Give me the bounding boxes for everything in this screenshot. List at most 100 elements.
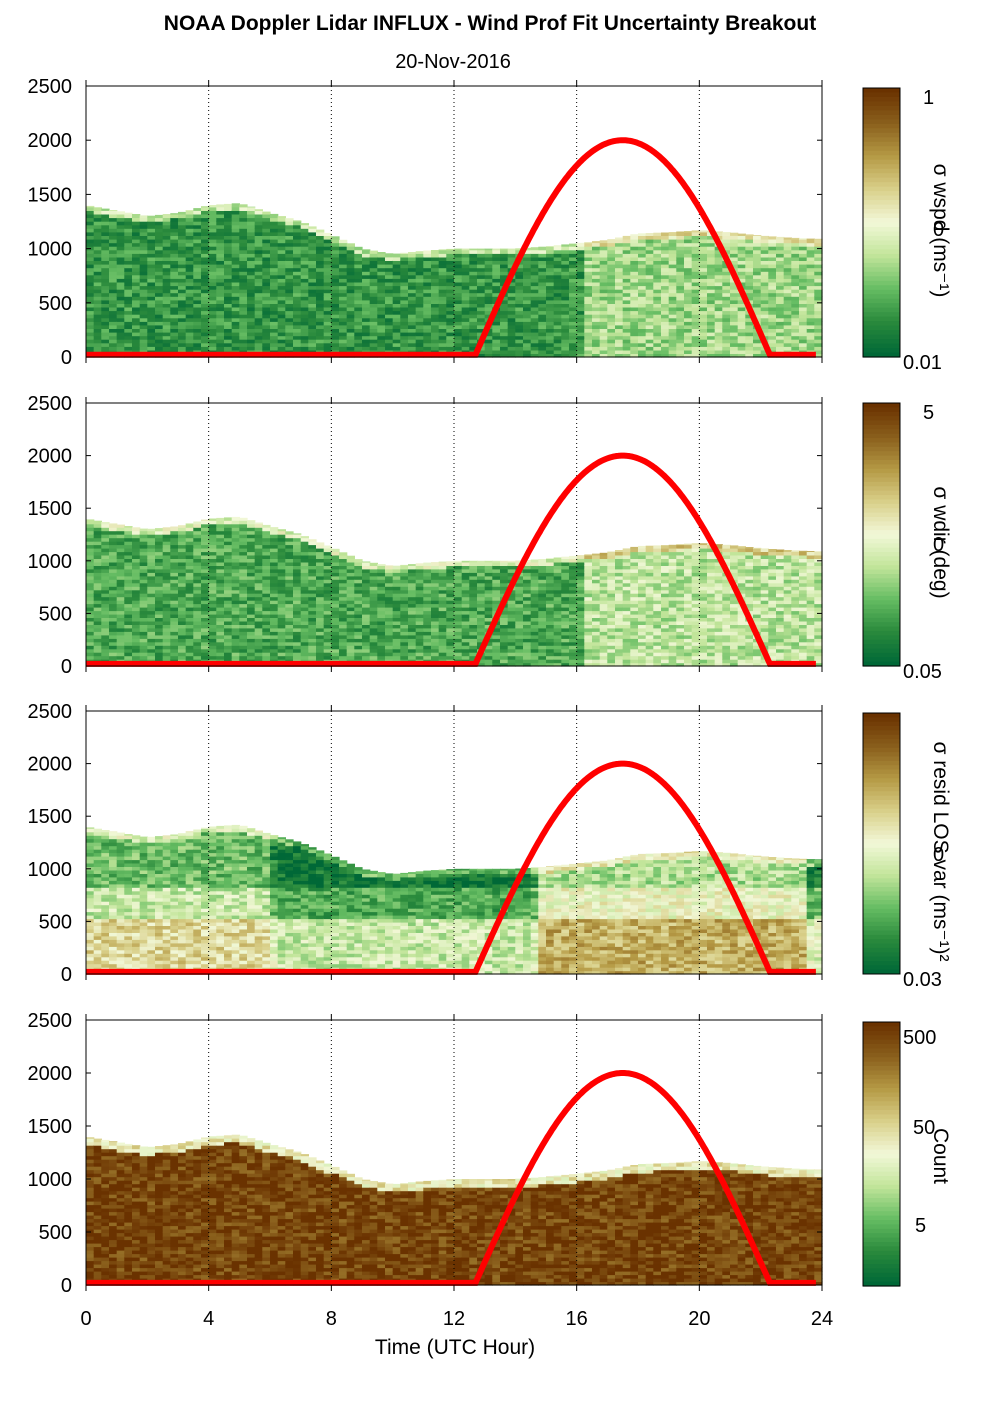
heatmap-cell (354, 292, 363, 297)
heatmap-cell (109, 285, 118, 290)
heatmap-cell (454, 332, 463, 337)
heatmap-cell (684, 260, 693, 265)
heatmap-cell (745, 278, 754, 283)
heatmap-cell (339, 593, 348, 598)
heatmap-cell (308, 624, 317, 629)
heatmap-cell (101, 303, 110, 308)
heatmap-cell (270, 289, 279, 294)
heatmap-cell (109, 217, 118, 222)
heatmap-cell (745, 342, 754, 347)
heatmap-cell (776, 267, 785, 272)
heatmap-cell (178, 281, 187, 287)
heatmap-cell (285, 655, 294, 660)
heatmap-cell (561, 260, 570, 265)
heatmap-cell (139, 256, 148, 261)
heatmap-cell (116, 565, 125, 570)
heatmap-cell (599, 267, 608, 272)
heatmap-cell (101, 603, 110, 608)
heatmap-cell (722, 306, 731, 312)
heatmap-cell (185, 228, 194, 233)
heatmap-cell (369, 638, 378, 643)
heatmap-cell (760, 260, 769, 265)
heatmap-cell (277, 299, 286, 304)
heatmap-cell (392, 274, 401, 279)
heatmap-cell (400, 328, 409, 333)
heatmap-cell (300, 228, 309, 233)
heatmap-cell (162, 600, 171, 605)
heatmap-cell (109, 281, 118, 287)
heatmap-cell (285, 332, 294, 337)
heatmap-cell (139, 620, 148, 625)
heatmap-cell (377, 264, 386, 269)
heatmap-cell (262, 603, 271, 608)
heatmap-cell (546, 271, 555, 276)
heatmap-cell (653, 306, 662, 312)
heatmap-cell (730, 285, 739, 290)
heatmap-cell (469, 310, 478, 315)
heatmap-cell (93, 648, 102, 653)
heatmap-cell (178, 264, 187, 269)
heatmap-cell (768, 292, 777, 297)
heatmap-cell (507, 249, 516, 254)
heatmap-cell (162, 335, 171, 340)
heatmap-cell (170, 561, 179, 566)
heatmap-cell (208, 648, 217, 653)
heatmap-cell (569, 249, 578, 254)
heatmap-cell (254, 267, 263, 272)
heatmap-cell (714, 271, 723, 276)
heatmap-cell (139, 554, 148, 559)
heatmap-cell (369, 324, 378, 329)
heatmap-cell (86, 292, 95, 297)
heatmap-cell (93, 624, 102, 629)
heatmap-cell (109, 332, 118, 337)
heatmap-cell (323, 593, 332, 598)
heatmap-cell (331, 239, 340, 244)
heatmap-cell (576, 296, 585, 301)
heatmap-cell (400, 335, 409, 340)
heatmap-cell (93, 634, 102, 639)
heatmap-cell (308, 296, 317, 301)
heatmap-cell (109, 246, 118, 251)
heatmap-cell (362, 575, 371, 580)
heatmap-cell (553, 299, 562, 304)
heatmap-cell (93, 274, 102, 279)
heatmap-cell (93, 617, 102, 622)
heatmap-cell (346, 310, 355, 315)
heatmap-cell (714, 339, 723, 344)
colorbar-swatch (863, 155, 900, 161)
heatmap-cell (262, 228, 271, 233)
heatmap-cell (507, 285, 516, 290)
heatmap-cell (208, 213, 217, 219)
heatmap-cell (224, 310, 233, 315)
heatmap-cell (576, 342, 585, 347)
heatmap-cell (369, 281, 378, 287)
heatmap-cell (791, 346, 800, 351)
heatmap-cell (300, 231, 309, 236)
heatmap-cell (285, 534, 294, 539)
heatmap-cell (155, 342, 164, 347)
heatmap-cell (653, 271, 662, 276)
heatmap-cell (254, 652, 263, 657)
heatmap-cell (339, 324, 348, 329)
heatmap-cell (247, 561, 256, 566)
heatmap-cell (691, 314, 700, 319)
heatmap-cell (515, 289, 524, 294)
heatmap-cell (262, 217, 271, 222)
heatmap-cell (239, 548, 248, 553)
heatmap-cell (469, 248, 478, 251)
heatmap-cell (400, 342, 409, 347)
heatmap-cell (185, 561, 194, 566)
heatmap-cell (93, 260, 102, 265)
heatmap-cell (124, 224, 133, 229)
heatmap-cell (323, 339, 332, 344)
heatmap-cell (224, 203, 233, 208)
heatmap-cell (438, 328, 447, 333)
heatmap-cell (408, 335, 417, 340)
heatmap-cell (362, 655, 371, 660)
heatmap-cell (707, 260, 716, 265)
heatmap-cell (431, 289, 440, 294)
heatmap-cell (193, 634, 202, 639)
heatmap-cell (124, 568, 133, 573)
heatmap-cell (239, 278, 248, 283)
heatmap-cell (615, 237, 624, 240)
